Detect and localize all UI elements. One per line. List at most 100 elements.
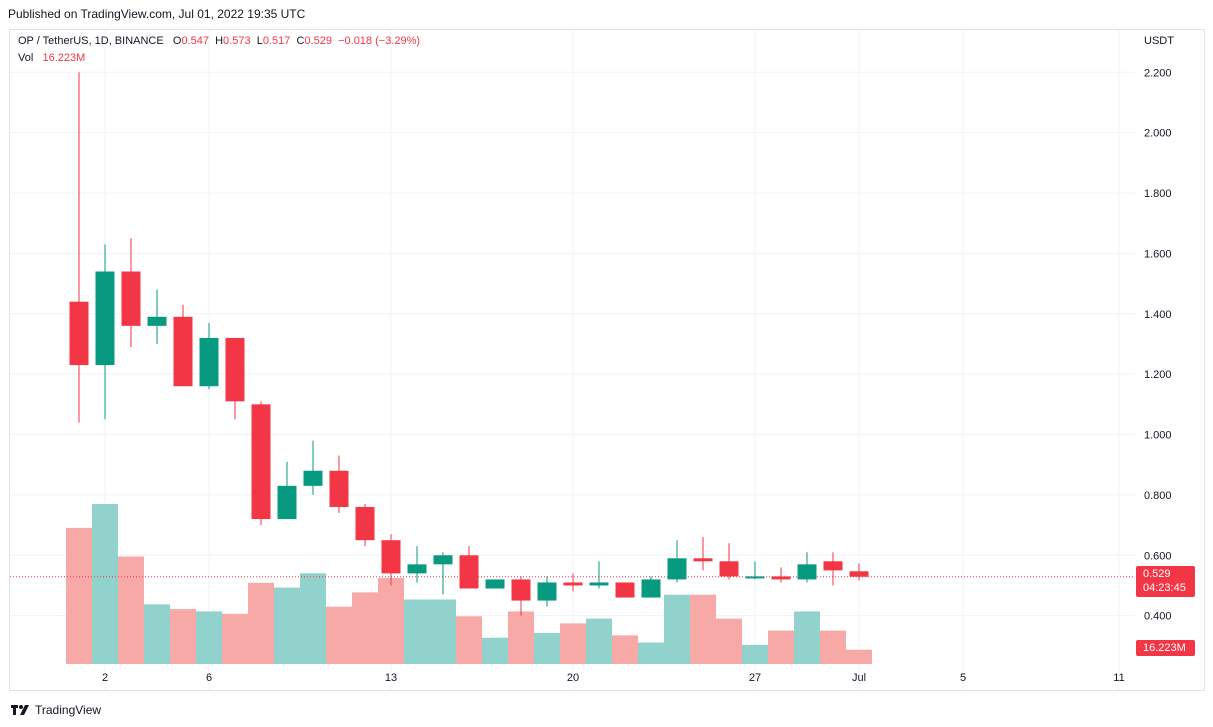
volume-bar	[456, 616, 482, 664]
candles	[69, 72, 869, 616]
candle-body[interactable]	[173, 316, 193, 387]
candle-body[interactable]	[407, 564, 427, 574]
volume-bar	[222, 613, 248, 664]
volume-bar	[742, 644, 768, 664]
legend-vol-value: 16.223M	[42, 52, 86, 64]
candle-body[interactable]	[823, 561, 843, 571]
time-tick-label: 5	[960, 672, 966, 684]
price-tick-label: 0.400	[1144, 611, 1172, 623]
time-tick-label: 20	[567, 672, 579, 684]
legend-low-value: 0.517	[262, 35, 291, 47]
tradingview-logo-icon	[11, 705, 29, 715]
volume-bar	[66, 527, 92, 664]
candle-body[interactable]	[95, 271, 115, 366]
candle-body[interactable]	[303, 470, 323, 486]
candle-body[interactable]	[433, 555, 453, 565]
price-tick-label: 1.600	[1144, 248, 1172, 260]
legend-open-value: 0.547	[181, 35, 209, 47]
volume-bar	[534, 632, 560, 664]
legend-symbol[interactable]: OP / TetherUS, 1D, BINANCE	[18, 35, 164, 47]
candle-body[interactable]	[771, 576, 791, 580]
time-tick-label: 6	[206, 672, 212, 684]
candle-body[interactable]	[485, 579, 505, 589]
volume-bar	[248, 582, 274, 664]
time-tick-label: Jul	[852, 672, 866, 684]
published-caption: Published on TradingView.com, Jul 01, 20…	[8, 7, 306, 21]
price-tick-label: 0.600	[1144, 550, 1172, 562]
last-price-value: 0.529	[1143, 568, 1171, 580]
volume-value-tag: 16.223M	[1136, 640, 1195, 656]
price-tick-label: 0.800	[1144, 490, 1172, 502]
candle-body[interactable]	[615, 582, 635, 598]
candle-body[interactable]	[719, 561, 739, 577]
candle-body[interactable]	[667, 558, 687, 580]
volume-bar	[144, 604, 170, 664]
volume-bar	[560, 623, 586, 664]
volume-bar	[404, 599, 430, 664]
brand-name: TradingView	[35, 703, 102, 717]
legend-close-value: 0.529	[304, 35, 332, 47]
volume-bar	[846, 649, 872, 664]
candle-body[interactable]	[277, 485, 297, 520]
legend-close-label: C	[296, 35, 305, 47]
candle-body[interactable]	[589, 582, 609, 586]
volume-bar	[378, 578, 404, 664]
candle-body[interactable]	[121, 271, 141, 326]
volume-legend[interactable]: Vol 16.223M	[18, 52, 85, 64]
time-tick-label: 2	[102, 672, 108, 684]
volume-bar	[664, 594, 690, 664]
candle-body[interactable]	[355, 506, 375, 541]
candle-body[interactable]	[199, 337, 219, 387]
volume-bar	[196, 611, 222, 664]
volume-bar	[612, 635, 638, 664]
candle-body[interactable]	[693, 558, 713, 562]
time-axis-ticks: 2 6 13 20 27 Jul 5 11	[102, 672, 1125, 684]
volume-bar	[586, 618, 612, 664]
volume-bar	[430, 599, 456, 664]
candle-body[interactable]	[849, 571, 869, 577]
currency-unit[interactable]: USDT	[1144, 35, 1174, 47]
candle-body[interactable]	[563, 582, 583, 586]
volume-bar	[820, 630, 846, 664]
time-tick-label: 27	[749, 672, 761, 684]
legend-high-value: 0.573	[223, 35, 251, 47]
volume-bar	[326, 606, 352, 664]
candle-body[interactable]	[537, 582, 557, 601]
volume-bar	[794, 611, 820, 664]
price-tick-label: 2.200	[1144, 67, 1172, 79]
volume-bar	[118, 556, 144, 664]
candle-body[interactable]	[381, 540, 401, 574]
ohlc-legend[interactable]: OP / TetherUS, 1D, BINANCE O0.547 H0.573…	[18, 35, 420, 47]
price-axis-ticks: 2.200 2.000 1.800 1.600 1.400 1.200 1.000 0.800…	[1144, 67, 1172, 622]
candle-body[interactable]	[511, 579, 531, 601]
candle-body[interactable]	[225, 337, 245, 402]
price-tick-label: 1.400	[1144, 309, 1172, 321]
volume-bar	[690, 594, 716, 664]
candle-body[interactable]	[745, 576, 765, 579]
volume-bar	[352, 592, 378, 664]
bar-countdown: 04:23:45	[1143, 582, 1186, 594]
legend-open-label: O	[172, 35, 182, 47]
volume-bar	[300, 573, 326, 664]
tradingview-brand[interactable]: TradingView	[11, 703, 101, 717]
legend-low-label: L	[256, 35, 263, 47]
candle-body[interactable]	[251, 404, 271, 520]
price-tick-label: 2.000	[1144, 128, 1172, 140]
candle-body[interactable]	[641, 579, 661, 598]
candle-body[interactable]	[147, 316, 167, 326]
candle-body[interactable]	[329, 470, 349, 507]
volume-bar	[716, 618, 742, 664]
volume-bar	[508, 611, 534, 664]
price-tick-label: 1.200	[1144, 369, 1172, 381]
candle-body[interactable]	[69, 301, 89, 366]
price-tick-label: 1.800	[1144, 188, 1172, 200]
chart-frame	[9, 29, 1205, 691]
legend-high-label: H	[215, 35, 224, 47]
volume-bars	[66, 504, 872, 664]
candle-body[interactable]	[459, 555, 479, 589]
volume-bar	[170, 609, 196, 664]
legend-change: −0.018 (−3.29%)	[338, 35, 421, 47]
volume-bar	[274, 587, 300, 664]
candle-body[interactable]	[797, 564, 817, 580]
